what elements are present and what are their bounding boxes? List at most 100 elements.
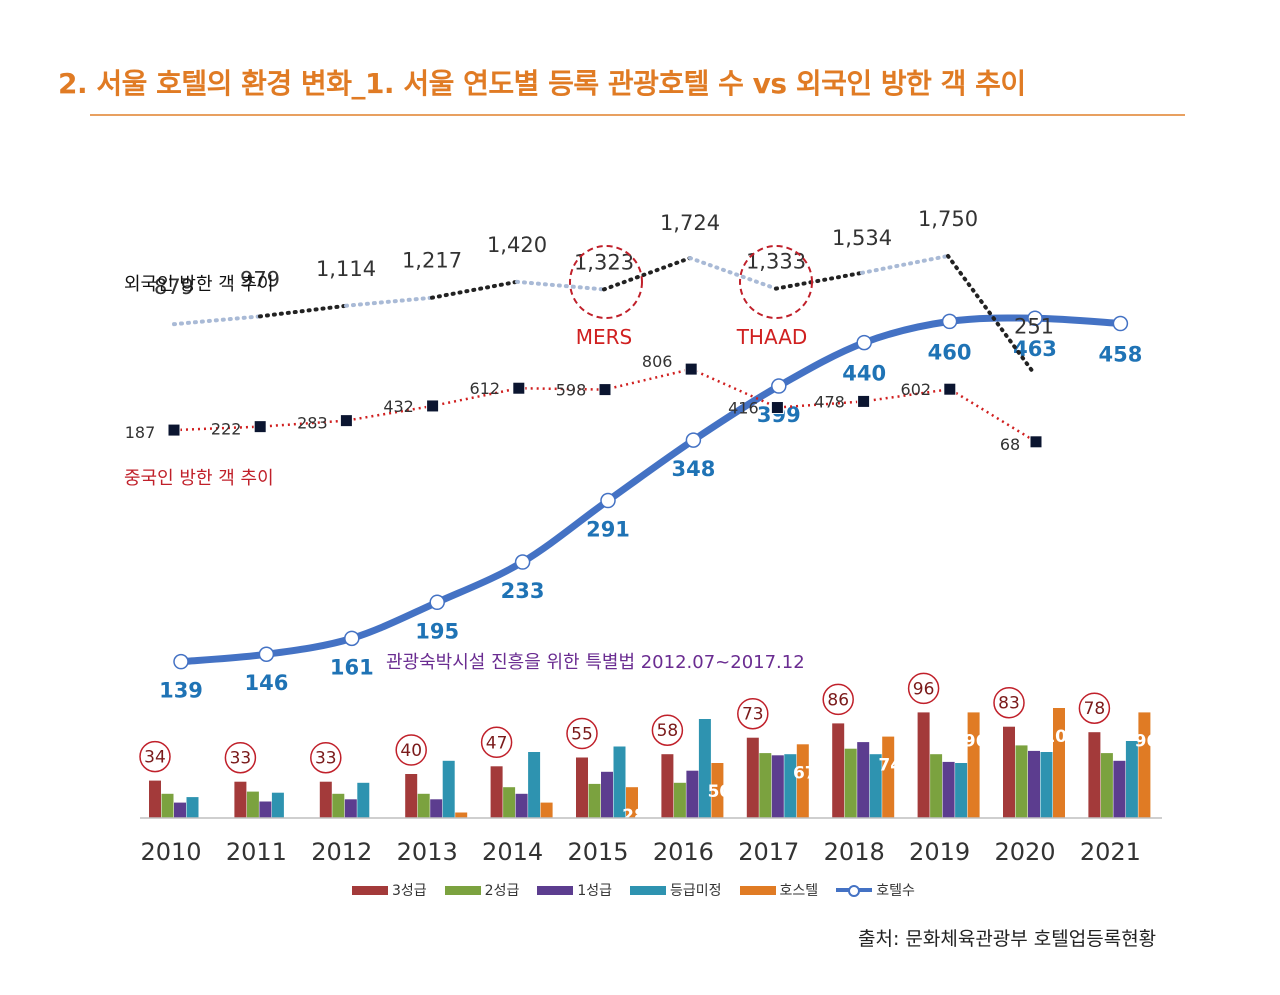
bar-3star-2018: [832, 723, 845, 818]
hotels-point-2014: [514, 554, 531, 570]
chinese-label-2011: 222: [211, 420, 242, 439]
bar-unrated-2013: [442, 760, 455, 818]
bar-2star-2019: [930, 754, 943, 818]
foreign-label-2011: 979: [240, 267, 280, 291]
legend-item-unrated: 등급미정: [630, 880, 722, 900]
legend-label-unrated: 등급미정: [670, 883, 722, 899]
bar-label-3star-2020: 83: [998, 694, 1020, 714]
legend-item-2star: 2성급: [444, 880, 520, 900]
year-label-2015: 2015: [567, 838, 628, 866]
hotels-point-2010: [173, 653, 189, 670]
foreign-label-2016: 1,724: [660, 211, 720, 235]
year-label-2018: 2018: [824, 838, 885, 866]
bar-label-hostel-2014: 14: [537, 822, 561, 842]
bar-unrated-2021: [1125, 741, 1138, 818]
bar-label-3star-2014: 47: [486, 733, 508, 753]
bar-label-circle-3star-2017: [737, 697, 769, 730]
chart-legend: 3성급 2성급 1성급 등급미정 호스텔 호텔수: [352, 880, 915, 900]
mers-highlight-circle: [569, 245, 643, 319]
bar-3star-2020: [1003, 726, 1015, 818]
hotels-point-2021: [1112, 315, 1129, 332]
bar-label-hostel-2018: 74: [878, 756, 902, 776]
chinese-label-2016: 806: [642, 352, 673, 371]
legend-swatch-hostel: [739, 885, 776, 895]
bar-unrated-2020: [1040, 752, 1053, 818]
title-divider: [90, 114, 1185, 116]
bar-1star-2010: [174, 802, 186, 818]
foreign-segment-2015: [602, 256, 692, 292]
bar-unrated-2015: [613, 746, 626, 818]
bar-3star-2011: [234, 781, 247, 818]
bar-label-3star-2010: 34: [144, 748, 166, 768]
legend-label-1star: 1성급: [577, 883, 613, 899]
bar-label-3star-2016: 58: [657, 721, 679, 741]
chinese-label-2012: 283: [297, 414, 328, 433]
bar-3star-2012: [319, 781, 332, 818]
foreign-segment-2010: [172, 314, 262, 327]
bar-unrated-2012: [357, 782, 370, 818]
foreign-label-2018: 1,534: [832, 226, 892, 250]
year-label-2017: 2017: [738, 838, 799, 866]
bar-1star-2018: [857, 742, 870, 818]
legend-label-2star: 2성급: [484, 883, 520, 899]
bar-label-hostel-2020: 100: [1043, 727, 1079, 747]
bar-1star-2015: [601, 771, 613, 818]
law-period-annotation: 관광숙박시설 진흥을 위한 특별법 2012.07~2017.12: [386, 652, 805, 673]
legend-swatch-3star: [352, 885, 388, 895]
bar-label-circle-3star-2012: [310, 741, 342, 774]
foreign-label-2012: 1,114: [316, 257, 376, 281]
bar-3star-2015: [576, 757, 588, 818]
foreign-segment-2018: [860, 253, 950, 275]
chinese-label-2018: 478: [814, 392, 845, 411]
chinese-point-2014: [512, 381, 526, 395]
legend-swatch-hotels: [836, 884, 873, 897]
bar-label-hostel-2015: 28: [622, 806, 646, 826]
hotels-label-2011: 146: [244, 671, 288, 695]
bar-1star-2014: [515, 793, 528, 818]
bar-hostel-2014: [540, 802, 553, 818]
chinese-point-2015: [598, 383, 612, 397]
foreign-series-label: 외국인 방한 객 추이: [124, 274, 274, 295]
bar-2star-2013: [417, 793, 430, 818]
source-note: 출처: 문화체육관광부 호텔업등록현황: [858, 928, 1157, 950]
bar-label-circle-3star-2019: [907, 672, 940, 705]
bar-label-circle-3star-2018: [822, 683, 854, 716]
mers-label: MERS: [576, 325, 632, 349]
bar-2star-2014: [503, 787, 516, 818]
bar-label-3star-2013: 40: [400, 741, 422, 761]
bar-unrated-2016: [698, 719, 711, 818]
page-title: 2. 서울 호텔의 환경 변화_1. 서울 연도별 등록 관광호텔 수 vs 외…: [58, 67, 1026, 100]
foreign-visitors-series: 879 979 1,114 1,2171,4201,3231,7241,3331,53…: [154, 207, 1054, 376]
chinese-series-label: 중국인 방한 객 추이: [124, 468, 274, 489]
chinese-label-2019: 602: [901, 380, 932, 399]
legend-item-hotels: 호텔수: [836, 880, 915, 900]
bar-label-circle-3star-2013: [395, 734, 427, 766]
bar-2star-2015: [588, 783, 601, 818]
year-label-2010: 2010: [140, 838, 201, 866]
bar-label-hostel-2017: 67: [793, 763, 817, 783]
chinese-visitors-series: 187 222 283 432 612 598 806 416 478 602 68: [125, 352, 1043, 454]
thaad-highlight-circle: [739, 245, 813, 319]
bar-3star-2013: [405, 774, 418, 818]
bar-label-circle-3star-2020: [993, 686, 1025, 719]
bar-label-circle-3star-2021: [1078, 692, 1111, 724]
year-label-2020: 2020: [994, 838, 1055, 866]
chinese-point-2013: [426, 399, 440, 413]
chinese-visitors-line: [173, 367, 1037, 443]
hotels-point-2011: [258, 646, 275, 662]
bar-1star-2011: [259, 801, 272, 818]
foreign-label-2013: 1,217: [402, 249, 462, 273]
year-label-2011: 2011: [226, 838, 287, 866]
bar-label-3star-2012: 33: [315, 749, 337, 769]
bar-hostel-2019: [967, 712, 980, 818]
hotels-point-2015: [600, 492, 616, 509]
bar-unrated-2019: [955, 763, 968, 818]
hotels-label-2020: 463: [1013, 337, 1057, 361]
chinese-point-2011: [253, 420, 267, 434]
annotations: MERS THAAD 외국인 방한 객 추이 중국인 방한 객 추이 관광숙박시…: [124, 245, 813, 673]
foreign-segment-2014: [515, 279, 606, 292]
legend-label-3star: 3성급: [392, 883, 427, 899]
bar-2star-2016: [673, 782, 686, 818]
foreign-segment-2016: [688, 256, 778, 291]
bar-1star-2020: [1028, 750, 1040, 818]
